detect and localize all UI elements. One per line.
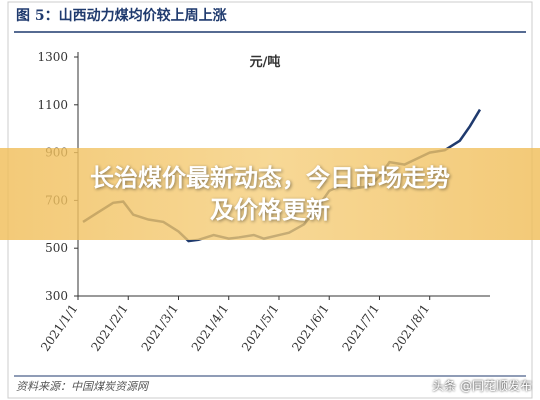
y-tick-label: 1300 [37,50,68,64]
banner: 长治煤价最新动态，今日市场走势 及价格更新 [0,148,540,240]
banner-line: 及价格更新 [210,196,330,224]
unit-label: 元/吨 [250,54,281,70]
chart-title: 图 5：山西动力煤均价较上周上涨 [16,7,227,24]
source: 资料来源：中国煤炭资源网 [16,380,150,393]
y-tick-label: 300 [45,289,68,303]
y-tick-label: 1100 [37,98,68,112]
watermark: 头条 @同花顺发布 [432,379,532,393]
y-tick-label: 500 [45,241,68,255]
banner-line: 长治煤价最新动态，今日市场走势 [90,164,450,192]
